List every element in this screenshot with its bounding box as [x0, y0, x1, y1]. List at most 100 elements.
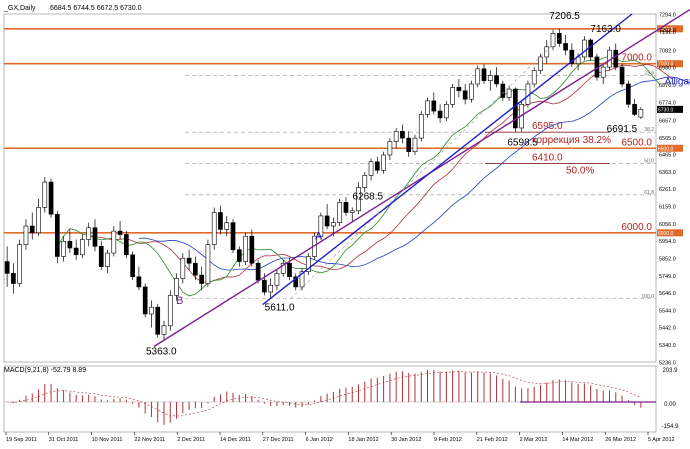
candle [23, 219, 29, 250]
candle [236, 246, 242, 267]
chart-annotation: B [176, 295, 183, 307]
candle [362, 171, 368, 193]
candle [305, 253, 311, 276]
candle-body-down [218, 212, 223, 230]
candle-body-up [469, 83, 474, 100]
candle [161, 320, 167, 341]
candle-body-up [349, 210, 355, 213]
candle [293, 273, 299, 291]
candle [180, 253, 186, 284]
alligator-teeth [88, 63, 673, 283]
alligator-layer [56, 55, 690, 297]
level-label: 7000.0 [621, 53, 652, 64]
price-tick-label: 5954.0 [659, 239, 676, 245]
candle [374, 156, 380, 174]
candle-body-up [61, 240, 66, 257]
candle-body-up [149, 306, 154, 315]
candle-body-up [487, 75, 493, 81]
candle-body-down [462, 90, 468, 100]
candle-body-down [67, 240, 73, 249]
chart-annotation: 6268.5 [353, 191, 384, 202]
candle-body-down [500, 83, 506, 98]
candle-body-up [305, 256, 311, 273]
candle-body-down [255, 262, 261, 281]
macd-scale-bottom: -154.9 [661, 424, 679, 430]
candle-body-down [374, 161, 380, 171]
candle [469, 80, 474, 103]
alligator-lips [56, 55, 661, 297]
candle-body-down [287, 262, 292, 278]
candle [368, 158, 374, 181]
candle [393, 127, 399, 149]
price-tick-label: 5852.0 [659, 256, 676, 262]
candle-body-up [387, 141, 393, 156]
candle-body-down [73, 247, 79, 256]
candle-body-down [569, 49, 575, 65]
candle [425, 97, 430, 118]
candle [412, 134, 418, 156]
date-tick-label: 26 Mar 2012 [605, 437, 636, 443]
candle [186, 249, 192, 271]
candle [280, 259, 286, 277]
candle [632, 99, 637, 116]
candle-body-down [11, 273, 16, 284]
candle-body-up [381, 154, 386, 171]
candle-body-down [324, 215, 330, 227]
candle-body-down [431, 100, 437, 112]
candle-body-down [29, 225, 35, 234]
chart-annotation: 6598.5 [507, 138, 538, 149]
price-panel-frame [3, 13, 657, 363]
candle [98, 241, 104, 271]
chart-annotation: 50.0% [566, 166, 594, 177]
symbol-label: _GX,Daily [3, 5, 36, 12]
candle [105, 249, 110, 274]
candle [544, 40, 550, 64]
candle [211, 207, 217, 250]
level-price-marker-text: 7206.5 [658, 27, 674, 33]
grid-layer [3, 13, 657, 433]
candle-body-up [211, 212, 217, 245]
candle [494, 67, 499, 88]
date-tick-label: 30 Jan 2012 [391, 437, 421, 443]
candle [149, 300, 154, 328]
candle-body-down [130, 254, 135, 278]
price-tick-label: 5544.0 [659, 308, 676, 314]
candle [17, 239, 23, 287]
candle [54, 210, 60, 264]
price-tick-label: 6159.0 [659, 204, 676, 210]
date-tick-label: 14 Mar 2012 [562, 437, 593, 443]
price-tick-label: 6667.0 [659, 119, 676, 125]
candle-body-up [444, 103, 449, 119]
ohlc-label: 6684.5 6744.5 6672.5 6730.0 [50, 5, 142, 12]
candle [268, 278, 274, 299]
level-layer: 7206.5 7000.0 7000.0 6500.0 6500.0 6000.0 6000… [4, 25, 683, 300]
candle-body-down [343, 202, 349, 213]
fib-base-line [290, 38, 560, 299]
candle [500, 80, 506, 101]
annotation-layer: 7206.5 7163.0 Alligator 6691.5 6598.5коррекц… [146, 11, 690, 358]
candle-body-up [205, 244, 211, 284]
price-tick-label: 6465.0 [659, 153, 676, 159]
candle-body-down [513, 88, 518, 129]
candle [130, 251, 135, 281]
candle-body-up [42, 181, 48, 208]
candle [224, 215, 230, 237]
candle [444, 100, 449, 122]
candle-body-up [111, 230, 117, 254]
date-tick-label: 18 Jan 2012 [348, 437, 378, 443]
candle-body-up [412, 137, 418, 152]
candle [42, 177, 48, 213]
candle-body-down [481, 68, 487, 81]
candle-body-down [249, 235, 255, 264]
candle-body-up [274, 273, 280, 286]
candle-body-down [494, 75, 499, 85]
candle-body-up [23, 225, 29, 245]
candle [588, 38, 594, 61]
candle-body-down [117, 230, 123, 235]
fib-pct-label: 100.0 [641, 294, 654, 300]
candle [431, 92, 437, 115]
candle-body-up [582, 39, 587, 58]
macd-scale-top: 203.9 [662, 368, 678, 374]
candle [619, 63, 625, 88]
